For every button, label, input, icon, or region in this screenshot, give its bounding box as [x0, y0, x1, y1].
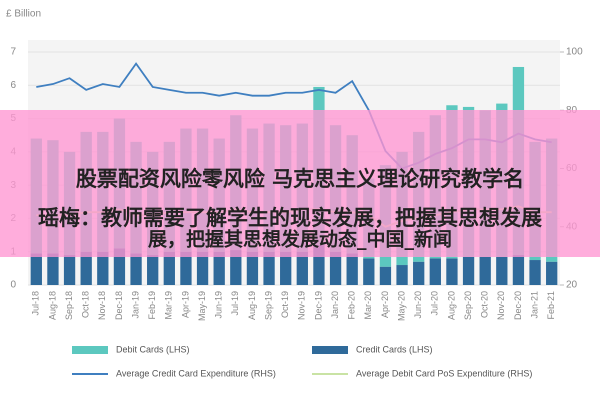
x-tick-label: Sep-20	[463, 291, 473, 320]
bar	[147, 255, 159, 285]
x-tick-label: Nov-18	[97, 291, 107, 320]
bar	[496, 256, 508, 285]
bar	[512, 255, 525, 285]
bar	[280, 251, 292, 285]
bar	[80, 251, 92, 285]
overlay-banner	[0, 110, 600, 257]
x-tick-label: Jun-19	[214, 291, 224, 319]
x-tick-label: Nov-19	[297, 291, 307, 320]
bar	[213, 251, 225, 285]
bar	[180, 251, 192, 285]
bar	[363, 258, 375, 285]
bar	[113, 248, 126, 285]
y2-tick-label: 20	[566, 280, 578, 291]
x-tick-label: Oct-20	[480, 291, 490, 318]
bar	[546, 261, 558, 285]
y-tick-label: 6	[10, 80, 16, 91]
overlay-text: 股票配资风险零风险 马克思主义理论研究教学名	[76, 167, 524, 191]
overlay-text: 展，把握其思想发展动态_中国_新闻	[148, 228, 452, 251]
x-tick-label: Feb-20	[347, 291, 357, 320]
bar	[396, 265, 408, 285]
bar	[47, 253, 59, 285]
legend-swatch	[72, 346, 108, 354]
bar	[429, 258, 441, 285]
bar	[163, 251, 175, 285]
overlay-text: 瑶梅：教师需要了解学生的现实发展，把握其思想发展	[38, 206, 542, 230]
y-tick-label: 7	[10, 47, 16, 58]
legend-label: Credit Cards (LHS)	[356, 344, 433, 354]
legend-label: Debit Cards (LHS)	[116, 344, 190, 354]
x-tick-label: Oct-19	[280, 291, 290, 318]
bar	[296, 251, 308, 285]
legend-label: Average Debit Card PoS Expenditure (RHS)	[356, 368, 532, 378]
x-tick-label: Jul-19	[230, 291, 240, 316]
bar	[196, 251, 209, 285]
x-tick-label: Jun-20	[413, 291, 423, 319]
y-tick-label: 0	[10, 280, 16, 291]
x-tick-label: Jul-18	[31, 291, 41, 316]
x-tick-label: Jul-20	[430, 291, 440, 316]
bar	[529, 260, 541, 285]
x-tick-label: Apr-20	[380, 291, 390, 318]
bar	[329, 251, 342, 285]
legend-swatch	[312, 346, 348, 354]
x-tick-label: Sep-19	[263, 291, 273, 320]
bar	[130, 253, 142, 285]
x-tick-label: Dec-19	[313, 291, 323, 320]
bar	[379, 266, 392, 285]
bar	[63, 255, 76, 285]
x-tick-label: Oct-18	[81, 291, 91, 318]
x-tick-label: Sep-18	[64, 291, 74, 320]
bar	[246, 251, 259, 285]
x-tick-label: May-19	[197, 291, 207, 321]
x-tick-label: Feb-21	[546, 291, 556, 320]
bar	[479, 256, 491, 285]
x-tick-label: Aug-20	[446, 291, 456, 320]
x-tick-label: Apr-19	[180, 291, 190, 318]
bar	[413, 261, 425, 285]
x-tick-label: Jan-21	[529, 291, 539, 319]
y2-tick-label: 100	[566, 47, 583, 58]
x-tick-label: Aug-19	[247, 291, 257, 320]
x-tick-label: Jan-19	[130, 291, 140, 319]
bar	[230, 250, 242, 285]
x-tick-label: Jan-20	[330, 291, 340, 319]
x-tick-label: Dec-20	[513, 291, 523, 320]
x-tick-label: Dec-18	[114, 291, 124, 320]
y-axis-title: £ Billion	[6, 9, 41, 20]
bar	[462, 256, 475, 285]
bar	[263, 251, 275, 285]
bar	[97, 251, 109, 285]
bar	[346, 253, 358, 285]
x-tick-label: Nov-20	[496, 291, 506, 320]
x-tick-label: Mar-20	[363, 291, 373, 320]
x-tick-label: Feb-19	[147, 291, 157, 320]
legend-label: Average Credit Card Expenditure (RHS)	[116, 368, 276, 378]
x-tick-label: May-20	[396, 291, 406, 321]
bar	[446, 258, 458, 285]
bar	[313, 245, 325, 285]
x-tick-label: Mar-19	[164, 291, 174, 320]
x-tick-label: Aug-18	[47, 291, 57, 320]
bar	[30, 253, 42, 285]
